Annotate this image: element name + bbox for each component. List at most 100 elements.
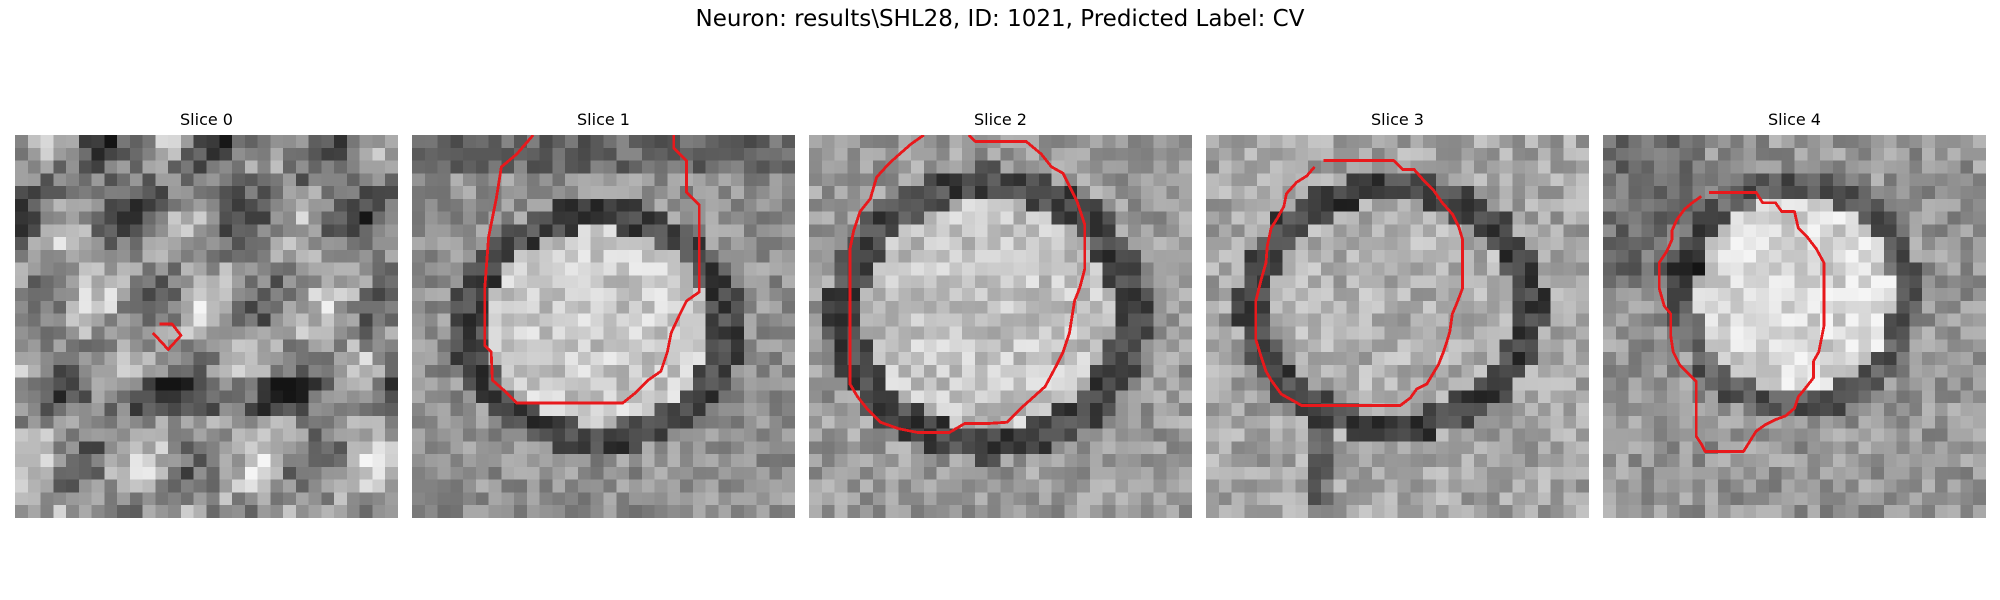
pixel: [346, 249, 360, 263]
pixel: [1499, 135, 1513, 149]
pixel: [219, 428, 233, 442]
slice-2-title: Slice 2: [974, 110, 1027, 129]
pixel: [756, 466, 770, 480]
pixel: [1051, 173, 1065, 187]
pixel: [1346, 352, 1360, 366]
pixel: [923, 224, 937, 238]
pixel: [334, 479, 348, 493]
pixel: [1486, 415, 1500, 429]
pixel: [1871, 313, 1885, 327]
pixel: [1871, 211, 1885, 225]
pixel: [936, 428, 950, 442]
pixel: [1359, 198, 1373, 212]
pixel: [1934, 300, 1948, 314]
pixel: [1206, 428, 1220, 442]
pixel: [129, 377, 143, 391]
pixel: [731, 147, 745, 161]
pixel: [129, 300, 143, 314]
pixel: [359, 352, 373, 366]
pixel: [1871, 186, 1885, 200]
pixel: [539, 262, 553, 276]
pixel: [295, 313, 309, 327]
pixel: [424, 326, 438, 340]
pixel: [769, 492, 783, 506]
pixel: [1679, 428, 1693, 442]
pixel: [180, 390, 194, 404]
pixel: [1641, 198, 1655, 212]
pixel: [104, 224, 118, 238]
pixel: [1537, 186, 1551, 200]
pixel: [1206, 147, 1220, 161]
pixel: [1871, 326, 1885, 340]
pixel: [155, 390, 169, 404]
pixel: [1206, 390, 1220, 404]
pixel: [1308, 505, 1322, 518]
pixel: [1371, 313, 1385, 327]
pixel: [475, 135, 489, 149]
pixel: [756, 326, 770, 340]
pixel: [1308, 224, 1322, 238]
pixel: [1013, 275, 1027, 289]
pixel: [898, 262, 912, 276]
pixel: [1244, 249, 1258, 263]
pixel: [283, 479, 297, 493]
pixel: [872, 300, 886, 314]
pixel: [756, 492, 770, 506]
pixel: [219, 326, 233, 340]
pixel: [974, 454, 988, 468]
pixel: [244, 147, 258, 161]
pixel: [1435, 300, 1449, 314]
pixel: [1820, 300, 1834, 314]
pixel: [1423, 390, 1437, 404]
pixel: [437, 454, 451, 468]
pixel: [78, 237, 92, 251]
pixel: [705, 224, 719, 238]
pixel: [1909, 390, 1923, 404]
pixel: [705, 262, 719, 276]
pixel: [1051, 262, 1065, 276]
pixel: [1883, 262, 1897, 276]
pixel: [180, 364, 194, 378]
pixel: [1371, 390, 1385, 404]
pixel: [641, 352, 655, 366]
pixel: [539, 249, 553, 263]
pixel: [590, 160, 604, 174]
pixel: [1858, 390, 1872, 404]
pixel: [412, 211, 426, 225]
pixel: [1615, 326, 1629, 340]
pixel: [1794, 237, 1808, 251]
pixel: [1013, 198, 1027, 212]
pixel: [1461, 173, 1475, 187]
pixel: [1525, 275, 1539, 289]
pixel: [1973, 198, 1986, 212]
pixel: [385, 479, 398, 493]
pixel: [424, 135, 438, 149]
pixel: [1397, 454, 1411, 468]
pixel: [1461, 147, 1475, 161]
pixel: [526, 454, 540, 468]
pixel: [526, 186, 540, 200]
pixel: [1448, 275, 1462, 289]
pixel: [1845, 300, 1859, 314]
pixel: [603, 262, 617, 276]
pixel: [15, 288, 29, 302]
pixel: [821, 313, 835, 327]
pixel: [1654, 186, 1668, 200]
pixel: [257, 237, 271, 251]
pixel: [155, 415, 169, 429]
pixel: [1038, 403, 1052, 417]
pixel: [987, 441, 1001, 455]
pixel: [1934, 160, 1948, 174]
pixel: [412, 441, 426, 455]
pixel: [1218, 186, 1232, 200]
pixel: [872, 135, 886, 149]
pixel: [1576, 441, 1589, 455]
pixel: [1128, 160, 1142, 174]
pixel: [1269, 492, 1283, 506]
pixel: [385, 403, 398, 417]
pixel: [437, 441, 451, 455]
pixel: [949, 313, 963, 327]
pixel: [680, 275, 694, 289]
pixel: [629, 186, 643, 200]
pixel: [53, 135, 67, 149]
